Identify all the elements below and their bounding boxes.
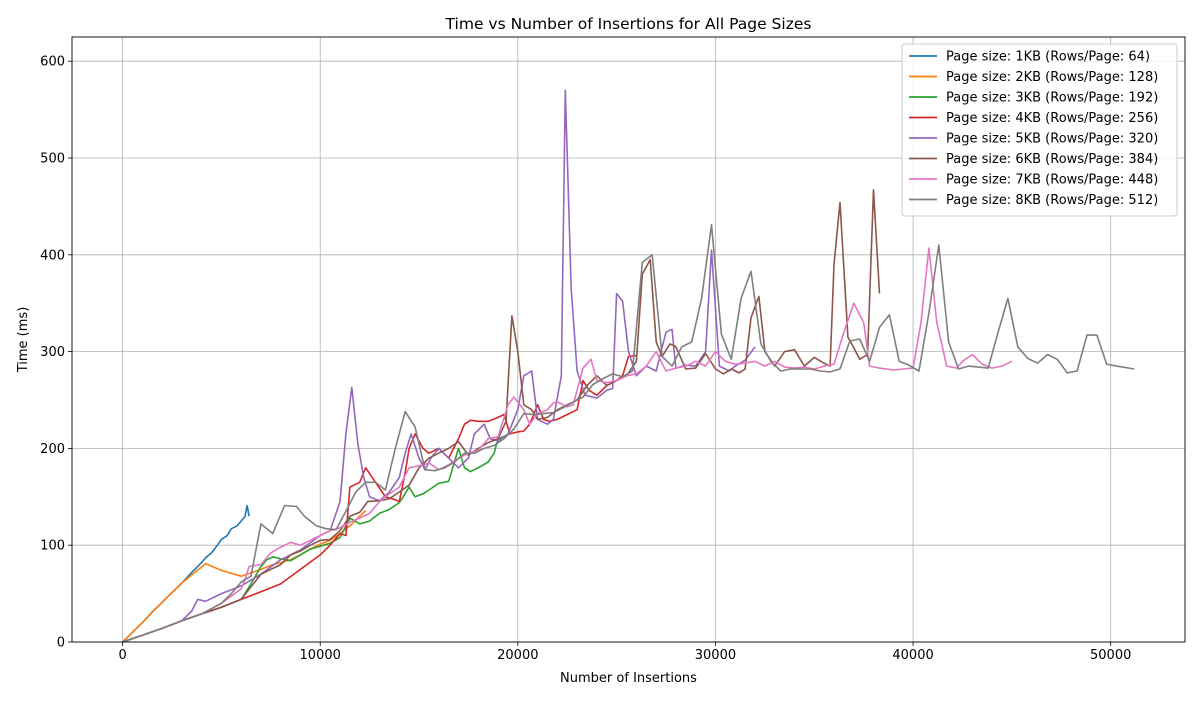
legend-label: Page size: 2KB (Rows/Page: 128) (946, 70, 1158, 85)
x-tick-label: 0 (118, 648, 126, 663)
y-tick-label: 300 (40, 345, 65, 360)
y-tick-label: 0 (57, 636, 65, 651)
legend-label: Page size: 5KB (Rows/Page: 320) (946, 132, 1158, 147)
legend-label: Page size: 1KB (Rows/Page: 64) (946, 50, 1150, 65)
series-line-7 (122, 247, 1013, 643)
legend-label: Page size: 8KB (Rows/Page: 512) (946, 193, 1158, 208)
axis-ticks: 0 10000 20000 30000 40000 50000 0 100 200 300 400 5… (40, 55, 1131, 663)
y-axis-label: Time (ms) (16, 307, 31, 374)
x-tick-label: 10000 (300, 648, 341, 663)
y-tick-label: 400 (40, 248, 65, 263)
legend-label: Page size: 7KB (Rows/Page: 448) (946, 173, 1158, 188)
legend-label: Page size: 3KB (Rows/Page: 192) (946, 91, 1158, 106)
y-tick-label: 500 (40, 152, 65, 167)
series-group (122, 89, 1135, 643)
legend-box (901, 43, 1178, 217)
chart-title: Time vs Number of Insertions for All Pag… (445, 15, 812, 33)
x-tick-label: 20000 (497, 648, 538, 663)
legend-label: Page size: 4KB (Rows/Page: 256) (946, 111, 1158, 126)
y-tick-label: 600 (40, 55, 65, 70)
x-axis-label: Number of Insertions (560, 671, 697, 686)
y-tick-label: 100 (40, 539, 65, 554)
plot-frame (71, 36, 1186, 643)
x-tick-label: 30000 (695, 648, 736, 663)
series-line-8 (122, 224, 1135, 643)
legend-label: Page size: 6KB (Rows/Page: 384) (946, 152, 1158, 167)
x-tick-label: 50000 (1090, 648, 1131, 663)
y-tick-label: 200 (40, 442, 65, 457)
x-tick-label: 40000 (892, 648, 933, 663)
legend: Page size: 1KB (Rows/Page: 64) Page size:… (901, 43, 1178, 217)
